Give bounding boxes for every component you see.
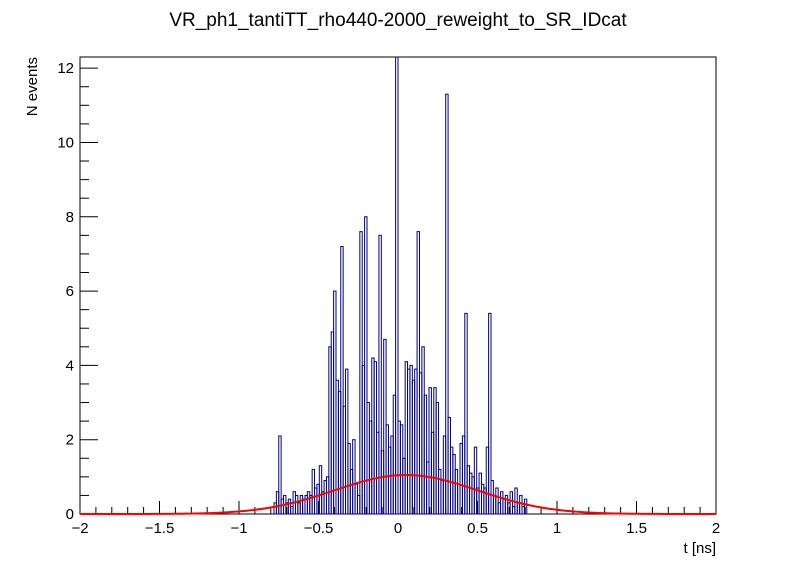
histogram-series bbox=[273, 56, 528, 515]
x-tick-label: −2 bbox=[71, 520, 88, 537]
y-tick-label: 12 bbox=[57, 60, 74, 77]
histogram-bar bbox=[378, 234, 382, 515]
histogram-bar bbox=[345, 368, 349, 515]
y-tick-label: 2 bbox=[66, 432, 74, 449]
histogram-bar bbox=[488, 312, 492, 515]
x-tick-label: −1.5 bbox=[145, 520, 175, 537]
histogram-bar bbox=[318, 465, 323, 515]
y-tick-label: 8 bbox=[66, 209, 74, 226]
histogram-bar bbox=[423, 394, 428, 515]
x-tick-label: 1.5 bbox=[626, 520, 647, 537]
histogram-bar bbox=[340, 245, 344, 515]
x-tick-label: 2 bbox=[712, 520, 720, 537]
histogram-bar bbox=[278, 435, 282, 515]
histogram-bar bbox=[495, 487, 499, 515]
histogram-bar bbox=[473, 446, 478, 515]
y-tick-label: 4 bbox=[66, 357, 74, 374]
x-tick-label: 0.5 bbox=[467, 520, 488, 537]
x-tick-label: 1 bbox=[553, 520, 561, 537]
histogram-bar bbox=[435, 402, 440, 515]
histogram-bar bbox=[464, 312, 468, 515]
x-tick-label: 0 bbox=[394, 520, 402, 537]
x-tick-label: −0.5 bbox=[304, 520, 334, 537]
histogram-bar bbox=[519, 494, 523, 515]
histogram-bar bbox=[395, 56, 399, 515]
histogram-bar bbox=[364, 216, 368, 515]
histogram-bar bbox=[509, 491, 513, 515]
y-axis-label: N events bbox=[24, 57, 41, 116]
y-tick-label: 10 bbox=[57, 134, 74, 151]
histogram-bar bbox=[352, 439, 356, 515]
histogram-bar bbox=[523, 498, 528, 515]
x-tick-label: −1 bbox=[230, 520, 247, 537]
y-tick-label: 0 bbox=[66, 506, 74, 523]
x-axis: −2 −1.5 −1 −0.5 0 0.5 1 1.5 2 bbox=[71, 501, 720, 537]
y-tick-label: 6 bbox=[66, 283, 74, 300]
x-axis-label: t [ns] bbox=[683, 540, 716, 557]
fit-curve bbox=[80, 473, 716, 515]
chart-title: VR_ph1_tantiTT_rho440-2000_reweight_to_S… bbox=[169, 10, 627, 31]
fit-series bbox=[80, 473, 716, 515]
histogram-bar bbox=[445, 93, 449, 515]
